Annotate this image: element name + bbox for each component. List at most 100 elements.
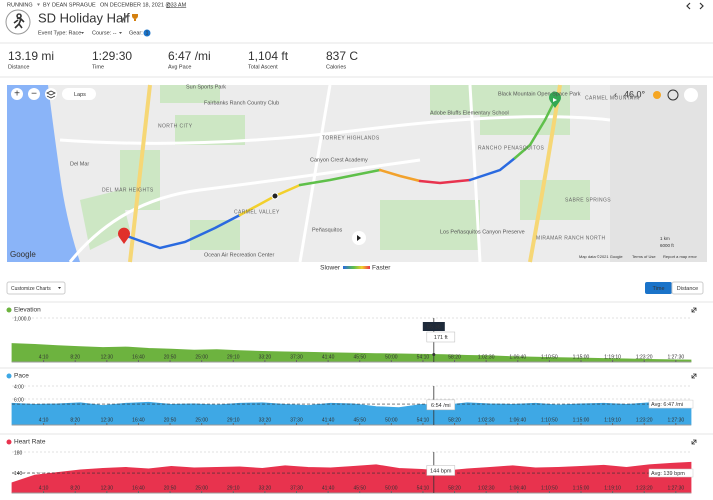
x-tick-label: 20:50 (164, 485, 177, 491)
x-tick-label: 54:10 (417, 485, 430, 491)
start-time[interactable]: 7:33 AM (166, 2, 187, 8)
temperature: 46.0° (624, 89, 646, 99)
map-label: MIRAMAR RANCH NORTH (536, 235, 605, 241)
edit-icon[interactable] (121, 15, 128, 22)
activity-title[interactable]: SD Holiday Half (38, 10, 130, 25)
map-label: SABRE SPRINGS (565, 197, 611, 203)
dropdown-arrow (58, 287, 61, 289)
x-tick-label: 8:20 (70, 354, 80, 360)
map-label: CARMEL VALLEY (234, 209, 280, 215)
x-tick-label: 1:02:30 (478, 417, 495, 423)
x-tick-label: 1:15:00 (573, 485, 590, 491)
x-tick-label: 54:10 (417, 417, 430, 423)
chart-title: Elevation (14, 307, 41, 314)
y-tick-label: 6:00 (14, 397, 24, 403)
cursor-value-box (426, 331, 456, 343)
x-tick-label: 58:20 (448, 354, 461, 360)
author-link[interactable]: DEAN SPRAGUE (52, 2, 96, 8)
x-tick-label: 33:20 (259, 417, 272, 423)
stat-label: Total Ascent (248, 64, 278, 70)
attribution: Map data ©2021 Google (579, 254, 623, 259)
x-tick-label: 1:02:30 (478, 485, 495, 491)
series-dot (6, 307, 12, 313)
expand-icon (691, 439, 697, 445)
byline-date: ON DECEMBER 18, 2021 @ (100, 2, 171, 8)
map-label: TORREY HIGHLANDS (322, 135, 380, 141)
x-tick-label: 1:10:50 (541, 417, 558, 423)
avg-label: Avg: 6:47 /mi (651, 402, 683, 408)
map-label: DEL MAR HEIGHTS (102, 187, 154, 193)
x-tick-label: 58:20 (448, 417, 461, 423)
x-tick-label: 1:15:00 (573, 354, 590, 360)
map[interactable]: + − Laps ‹ 46.0° (7, 84, 707, 263)
x-tick-label: 41:40 (322, 354, 335, 360)
svg-text:+: + (14, 89, 20, 100)
x-tick-label: 1:23:20 (636, 354, 653, 360)
x-tick-label: 50:00 (385, 354, 398, 360)
x-tick-label: 37:30 (290, 417, 303, 423)
y-tick-label: 4:00 (14, 384, 24, 390)
trophy-icon[interactable] (132, 14, 138, 21)
time-label: Time (652, 286, 664, 292)
runner-glyph (13, 13, 25, 29)
x-tick-label: 25:00 (195, 354, 208, 360)
legend-faster: Faster (372, 265, 391, 272)
x-tick-label: 12:30 (101, 354, 114, 360)
x-tick-label: 25:00 (195, 485, 208, 491)
report-link[interactable]: Report a map error (663, 254, 697, 259)
x-tick-label: 1:06:40 (509, 485, 526, 491)
gear-badge[interactable] (143, 29, 151, 37)
customize-button[interactable] (6, 281, 66, 295)
cursor-value: 171 ft (434, 335, 448, 341)
x-tick-label: 20:50 (164, 417, 177, 423)
stat-value: 13.19 mi (8, 49, 54, 63)
cursor-time: 55:36 (427, 324, 441, 330)
map-label: Del Mar (70, 161, 89, 167)
time-button[interactable] (645, 282, 672, 294)
avg-label: Avg: 139 bpm (651, 471, 685, 477)
x-tick-label: 41:40 (322, 417, 335, 423)
x-tick-label: 33:20 (259, 354, 272, 360)
y-tick-label: 1,000.0 (14, 316, 31, 322)
gear-label: Gear: (129, 30, 143, 36)
y-tick-label: 140 (14, 471, 23, 477)
map-label: Fairbanks Ranch Country Club (204, 100, 279, 106)
x-tick-label: 29:10 (227, 417, 240, 423)
stat-label: Time (92, 64, 104, 70)
dropdown-arrow (119, 32, 122, 34)
x-tick-label: 1:06:40 (509, 354, 526, 360)
x-tick-label: 45:50 (353, 485, 366, 491)
cursor-value: 144 bpm (430, 468, 452, 474)
x-tick-label: 1:19:10 (604, 354, 621, 360)
x-tick-label: 1:27:30 (667, 417, 684, 423)
x-tick-label: 1:27:30 (667, 354, 684, 360)
x-tick-label: 1:23:20 (636, 417, 653, 423)
activity-type[interactable]: RUNNING (7, 2, 33, 8)
distance-label: Distance (677, 286, 698, 292)
x-tick-label: 16:40 (132, 354, 145, 360)
activity-icon (5, 9, 31, 35)
nav-arrows[interactable] (686, 2, 704, 10)
event-type[interactable]: Event Type: Race (38, 30, 81, 36)
distance-button[interactable] (671, 281, 704, 295)
byline-by: BY (43, 2, 51, 8)
x-tick-label: 41:40 (322, 485, 335, 491)
map-label: CARMEL MOUNTAIN (585, 95, 639, 101)
map-label: Peñasquitos (312, 227, 343, 233)
x-tick-label: 12:30 (101, 417, 114, 423)
x-tick-label: 25:00 (195, 417, 208, 423)
stat-label: Avg Pace (168, 64, 191, 70)
stat-value: 1,104 ft (248, 49, 289, 63)
x-tick-label: 54:10 (417, 354, 430, 360)
dropdown-arrow (81, 32, 84, 34)
terms-link[interactable]: Terms of Use (632, 254, 656, 259)
course[interactable]: Course: -- (92, 30, 117, 36)
cursor-value-box (426, 465, 456, 476)
laps-button[interactable] (62, 88, 96, 100)
area (11, 343, 692, 363)
x-tick-label: 1:27:30 (667, 485, 684, 491)
map-label: NORTH CITY (158, 123, 193, 129)
area (11, 401, 692, 426)
x-tick-label: 29:10 (227, 485, 240, 491)
